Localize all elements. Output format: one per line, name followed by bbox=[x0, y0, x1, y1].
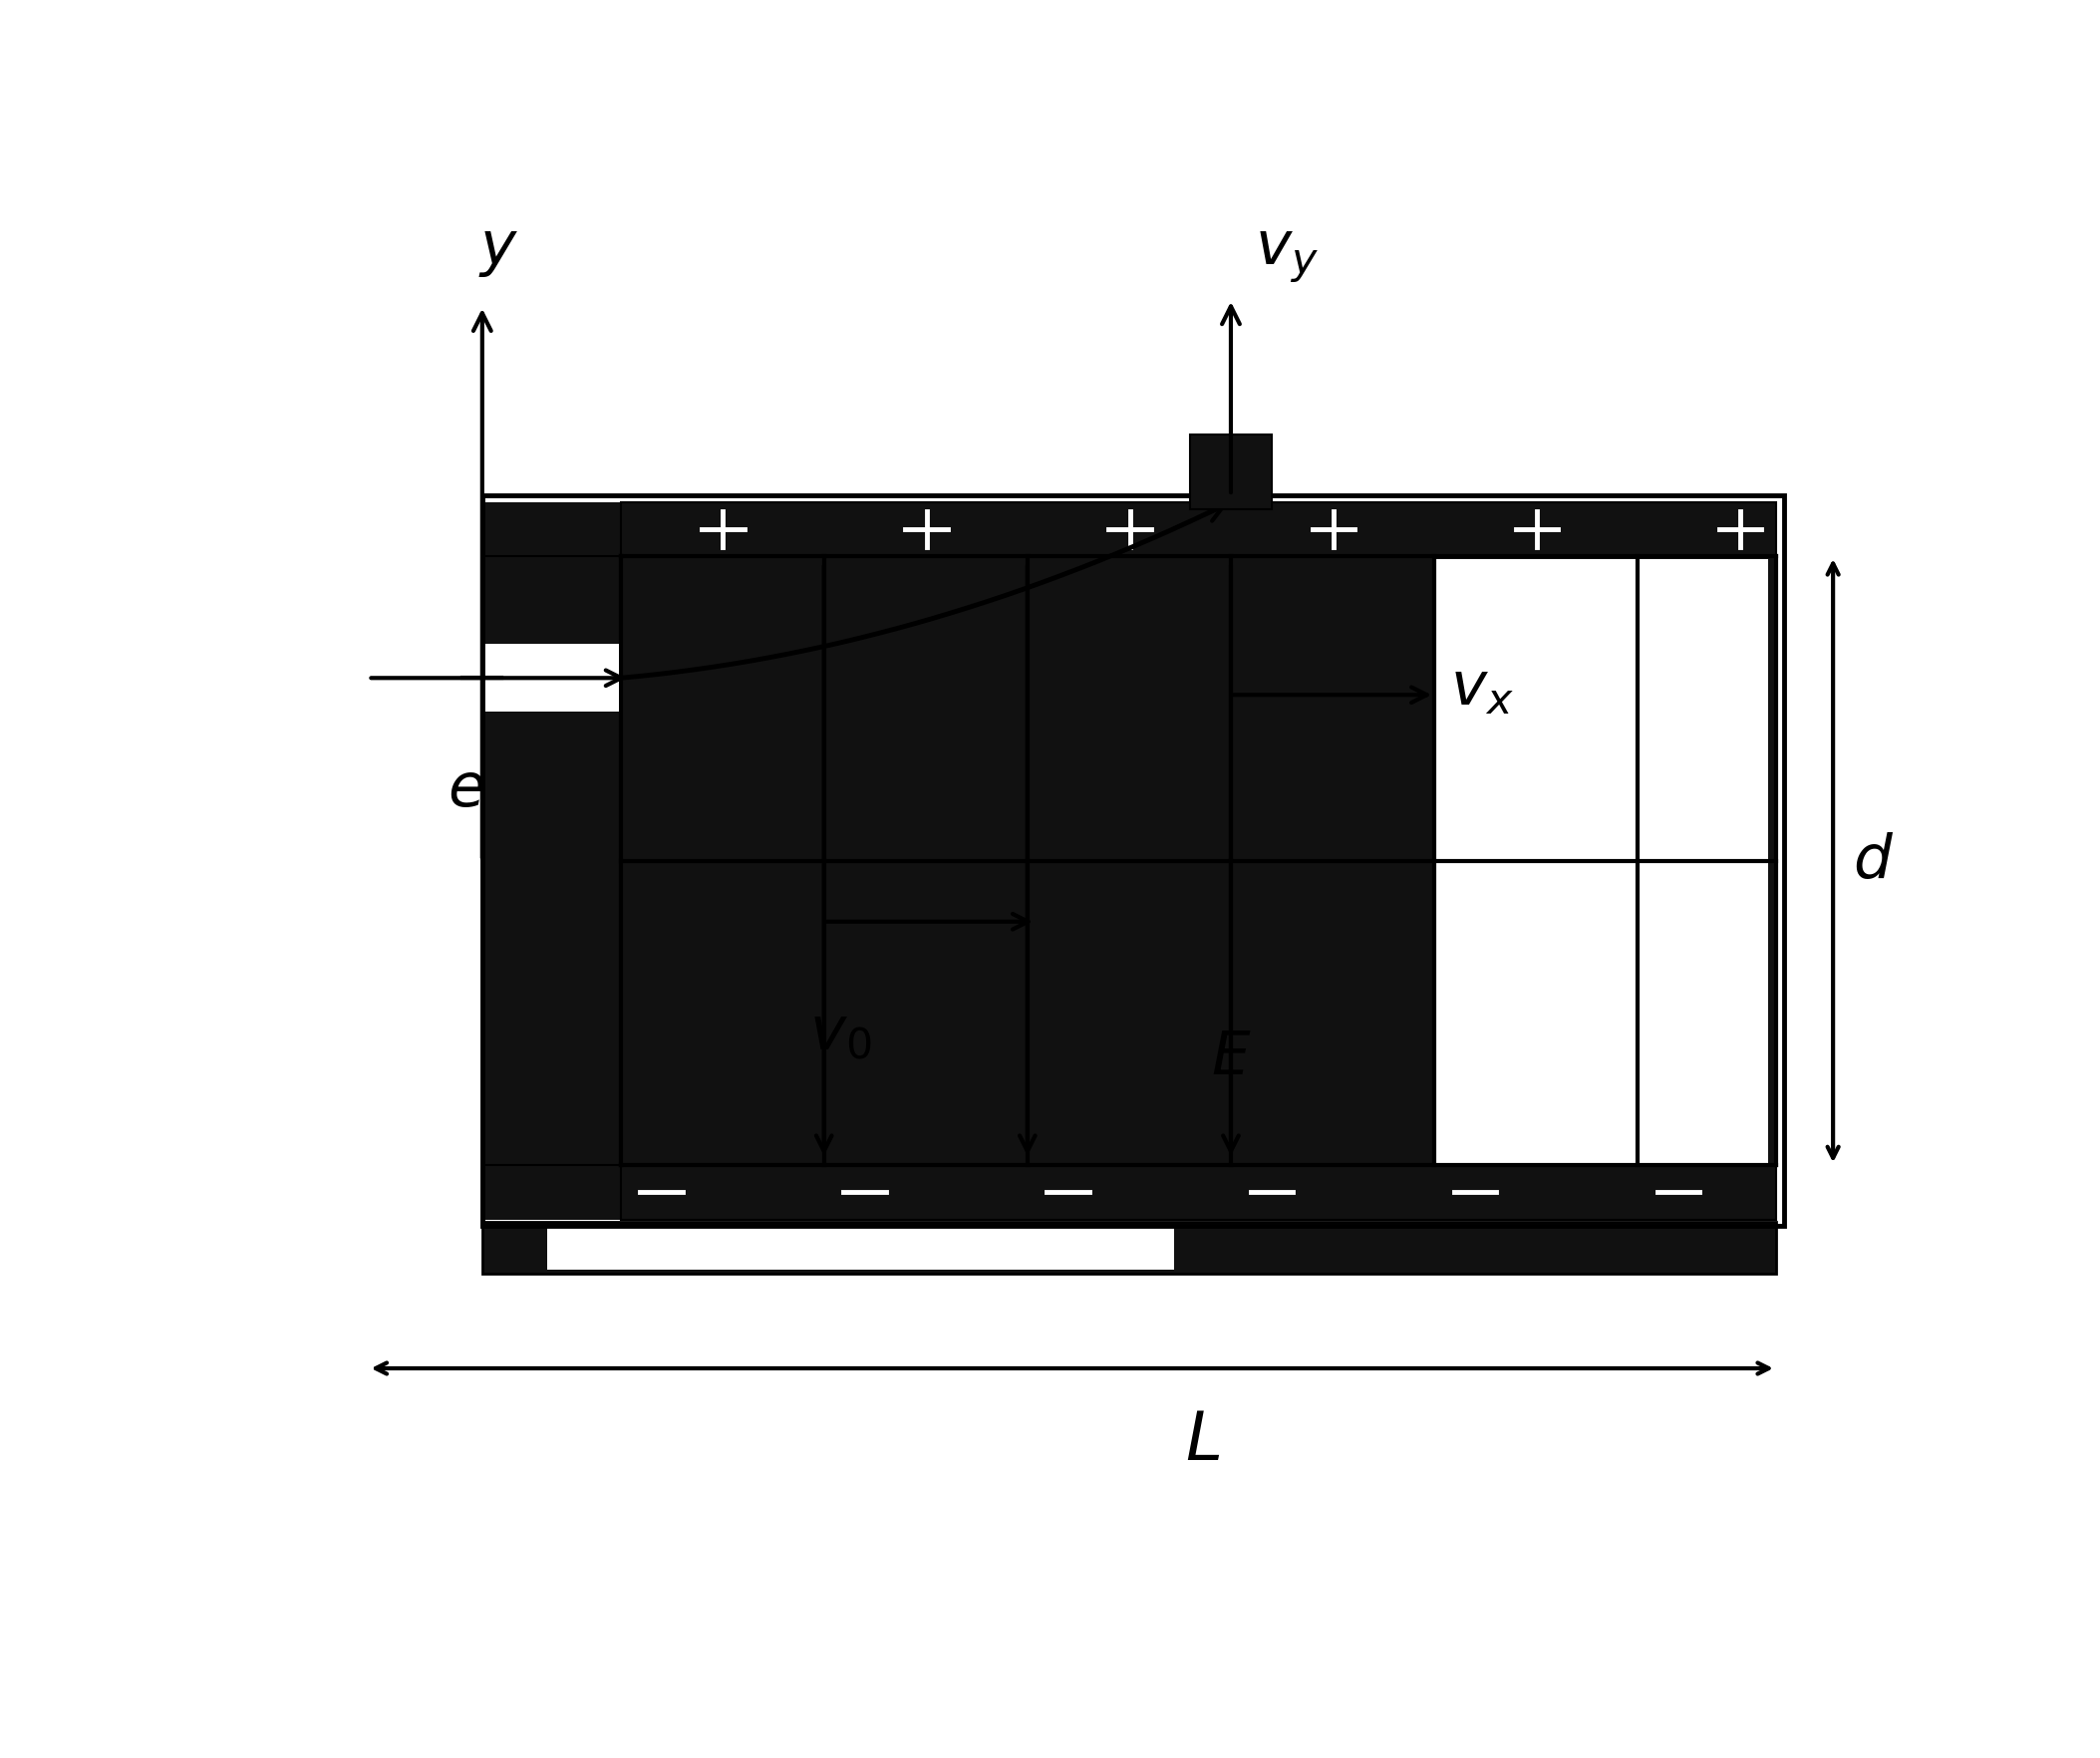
Text: $d$: $d$ bbox=[1852, 832, 1894, 891]
Bar bbox=[1191, 434, 1270, 508]
Text: $L$: $L$ bbox=[1184, 1408, 1220, 1473]
Bar bbox=[622, 503, 1777, 1220]
Bar bbox=[1434, 559, 1638, 1162]
Bar bbox=[483, 503, 622, 1220]
Text: $E$: $E$ bbox=[1212, 1027, 1252, 1086]
Bar bbox=[483, 556, 622, 1166]
Bar bbox=[483, 496, 1785, 1227]
Text: $v_0$: $v_0$ bbox=[808, 1002, 872, 1062]
Text: $e$: $e$ bbox=[447, 759, 485, 819]
Bar bbox=[483, 1222, 1777, 1273]
Bar bbox=[622, 503, 1777, 556]
Bar bbox=[1638, 559, 1768, 1162]
Bar bbox=[483, 643, 619, 712]
Text: $y$: $y$ bbox=[479, 218, 519, 278]
Bar bbox=[548, 1227, 1174, 1269]
Text: $v_y$: $v_y$ bbox=[1256, 225, 1319, 285]
Bar bbox=[622, 1166, 1777, 1220]
Text: $v_x$: $v_x$ bbox=[1451, 657, 1514, 717]
